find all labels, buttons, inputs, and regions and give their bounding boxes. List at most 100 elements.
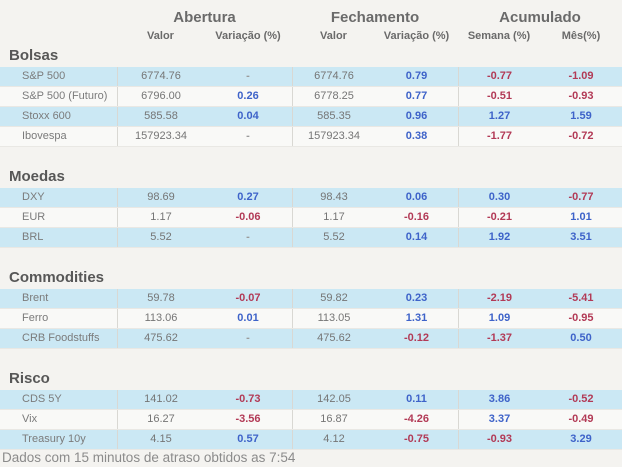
cell-abertura-variacao: - — [246, 70, 250, 82]
column-group-fechamento: Fechamento — [330, 9, 420, 26]
cell-abertura-valor: 585.58 — [117, 107, 204, 126]
row-label: DXY — [22, 191, 45, 203]
cell-fechamento-valor: 59.82 — [292, 289, 375, 308]
cell-abertura-valor: 59.78 — [117, 289, 204, 308]
column-group-spacer — [0, 8, 117, 28]
section-rows: Brent 59.78 -0.07 59.82 0.23 -2.19 -5.41 Ferro 1… — [0, 289, 622, 349]
table-row: CDS 5Y 141.02 -0.73 142.05 0.11 3.86 -0.52 — [0, 390, 622, 410]
cell-fechamento-valor: 16.87 — [292, 410, 375, 429]
cell-fechamento-variacao: 0.38 — [405, 130, 428, 142]
table-row: Ibovespa 157923.34 - 157923.34 0.38 -1.77 -0.7… — [0, 127, 622, 147]
table-row: BRL 5.52 - 5.52 0.14 1.92 3.51 — [0, 228, 622, 248]
cell-abertura-variacao: - — [246, 231, 250, 243]
column-group-acumulado: Acumulado — [499, 9, 581, 26]
row-label: S&P 500 — [22, 70, 66, 82]
table-row: CRB Foodstuffs 475.62 - 475.62 -0.12 -1.37 0.5… — [0, 329, 622, 349]
cell-fechamento-valor: 475.62 — [292, 329, 375, 348]
section-rows: S&P 500 6774.76-6774.76 0.79 -0.77 -1.09 S&P … — [0, 67, 622, 147]
cell-abertura-valor: 1.17 — [117, 208, 204, 227]
cell-fechamento-variacao: 0.14 — [405, 231, 428, 243]
row-label: Brent — [22, 292, 49, 304]
section-title: Commodities — [9, 269, 105, 286]
cell-acumulado-semana: -0.51 — [458, 87, 540, 106]
cell-acumulado-semana: 3.86 — [458, 390, 540, 409]
table-header-columns: Valor Variação (%) Valor Variação (%) Se… — [0, 28, 622, 44]
row-label: CDS 5Y — [22, 393, 62, 405]
column-header-acumulado-mes: Mês(%) — [561, 30, 601, 42]
cell-fechamento-valor: 6774.76 — [292, 67, 375, 86]
cell-fechamento-valor: 142.05 — [292, 390, 375, 409]
cell-fechamento-variacao: -0.16 — [403, 211, 430, 223]
cell-abertura-variacao: 0.01 — [237, 312, 259, 324]
cell-abertura-valor: 6774.76 — [117, 67, 204, 86]
cell-acumulado-semana: 1.09 — [458, 309, 540, 328]
row-label: EUR — [22, 211, 46, 223]
cell-fechamento-valor: 4.12 — [292, 430, 375, 449]
section-rows: DXY 98.69 0.27 98.43 0.06 0.30 -0.77 EUR 1.17 -0.… — [0, 188, 622, 248]
cell-acumulado-mes: 3.29 — [570, 433, 592, 445]
section-title: Risco — [9, 370, 50, 387]
row-label: S&P 500 (Futuro) — [22, 90, 108, 102]
cell-fechamento-valor: 113.05 — [292, 309, 375, 328]
cell-fechamento-variacao: 0.06 — [405, 191, 428, 203]
section-rows: CDS 5Y 141.02 -0.73 142.05 0.11 3.86 -0.52 Vix 1… — [0, 390, 622, 450]
cell-acumulado-mes: -1.09 — [568, 70, 594, 82]
cell-acumulado-mes: -0.49 — [568, 413, 594, 425]
cell-fechamento-variacao: 0.23 — [405, 292, 428, 304]
cell-fechamento-variacao: 1.31 — [405, 312, 428, 324]
section-title: Moedas — [9, 168, 65, 185]
table-header-groups: Abertura Fechamento Acumulado — [0, 0, 622, 28]
cell-acumulado-semana: 0.30 — [458, 188, 540, 207]
cell-fechamento-variacao: 0.79 — [405, 70, 428, 82]
row-label: Vix — [22, 413, 38, 425]
section-moedas: Moedas DXY 98.69 0.27 98.43 0.06 0.30 -0.77 EUR 1… — [0, 169, 622, 248]
cell-abertura-variacao: - — [246, 130, 250, 142]
column-header-fechamento-variacao: Variação (%) — [383, 30, 450, 42]
cell-acumulado-semana: -0.21 — [458, 208, 540, 227]
column-header-abertura-valor: Valor — [147, 30, 174, 42]
cell-acumulado-mes: -0.72 — [568, 130, 594, 142]
cell-acumulado-semana: -0.93 — [458, 430, 540, 449]
cell-acumulado-semana: -2.19 — [458, 289, 540, 308]
cell-abertura-valor: 16.27 — [117, 410, 204, 429]
table-row: S&P 500 (Futuro) 6796.00 0.26 6778.25 0.77 -0… — [0, 87, 622, 107]
cell-abertura-valor: 113.06 — [117, 309, 204, 328]
sections: Bolsas S&P 500 6774.76-6774.76 0.79 -0.77 -1.… — [0, 48, 622, 450]
cell-acumulado-mes: -0.93 — [568, 90, 594, 102]
row-label: BRL — [22, 231, 44, 243]
cell-acumulado-mes: -0.77 — [568, 191, 594, 203]
cell-abertura-variacao: 0.04 — [237, 110, 259, 122]
cell-abertura-variacao: 0.26 — [237, 90, 259, 102]
cell-fechamento-valor: 157923.34 — [292, 127, 375, 146]
section-risco: Risco CDS 5Y 141.02 -0.73 142.05 0.11 3.86 -0.5… — [0, 371, 622, 450]
cell-acumulado-semana: -0.77 — [458, 67, 540, 86]
column-header-acumulado-semana: Semana (%) — [467, 30, 531, 42]
cell-fechamento-valor: 5.52 — [292, 228, 375, 247]
column-header-abertura-variacao: Variação (%) — [215, 30, 281, 42]
cell-acumulado-mes: 1.01 — [570, 211, 592, 223]
cell-acumulado-mes: 0.50 — [570, 332, 592, 344]
column-header-fechamento-valor: Valor — [320, 30, 347, 42]
section-commodities: Commodities Brent 59.78 -0.07 59.82 0.23 -2.19… — [0, 270, 622, 349]
cell-fechamento-valor: 6778.25 — [292, 87, 375, 106]
cell-fechamento-variacao: 0.77 — [405, 90, 428, 102]
cell-acumulado-semana: 3.37 — [458, 410, 540, 429]
cell-abertura-variacao: -3.56 — [235, 413, 261, 425]
cell-acumulado-mes: -0.52 — [568, 393, 594, 405]
cell-acumulado-mes: -0.95 — [568, 312, 594, 324]
cell-acumulado-semana: -1.77 — [458, 127, 540, 146]
table-row: Ferro 113.06 0.01 113.05 1.31 1.09 -0.95 — [0, 309, 622, 329]
cell-acumulado-semana: -1.37 — [458, 329, 540, 348]
cell-abertura-variacao: -0.07 — [235, 292, 261, 304]
table-row: Stoxx 600 585.58 0.04 585.35 0.96 1.27 1.59 — [0, 107, 622, 127]
cell-fechamento-variacao: 0.96 — [405, 110, 428, 122]
cell-abertura-variacao: - — [246, 332, 250, 344]
cell-acumulado-semana: 1.27 — [458, 107, 540, 126]
cell-abertura-valor: 98.69 — [117, 188, 204, 207]
column-header-spacer — [0, 28, 117, 44]
row-label: Ibovespa — [22, 130, 67, 142]
cell-abertura-variacao: -0.73 — [235, 393, 261, 405]
cell-fechamento-valor: 1.17 — [292, 208, 375, 227]
cell-abertura-valor: 4.15 — [117, 430, 204, 449]
cell-abertura-valor: 141.02 — [117, 390, 204, 409]
